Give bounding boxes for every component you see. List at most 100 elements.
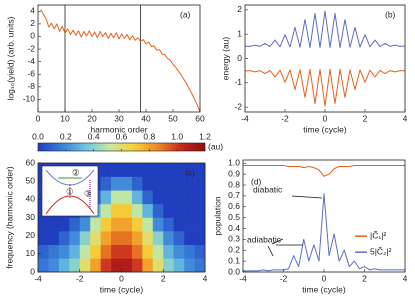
y-tick-label: 2 xyxy=(30,18,35,28)
x-tick-label: 40 xyxy=(141,113,151,123)
line-series xyxy=(40,9,201,113)
panel-label: (c) xyxy=(185,167,195,177)
y-tick-label: 1.0 xyxy=(228,158,240,168)
x-tick-label: -4 xyxy=(239,273,247,283)
y-tick-label: 40 xyxy=(26,194,36,204)
heatmap-cell xyxy=(194,176,206,191)
x-tick-label: 0 xyxy=(119,273,124,283)
heatmap-cell xyxy=(58,244,70,259)
colorbar-tick-label: 0.6 xyxy=(116,131,128,141)
line-series xyxy=(244,68,406,107)
x-tick-label: -2 xyxy=(281,113,289,123)
y-tick-label: 0 xyxy=(30,266,35,276)
heatmap-cell xyxy=(121,163,133,177)
heatmap-cell xyxy=(131,163,143,177)
heatmap-cell xyxy=(111,190,122,205)
heatmap-cell xyxy=(38,231,49,246)
heatmap-cell xyxy=(163,217,174,232)
heatmap-cell xyxy=(100,163,112,177)
y-tick-label: -1 xyxy=(234,77,242,87)
heatmap-cell xyxy=(48,244,60,259)
heatmap-cell xyxy=(184,176,195,191)
x-tick-label: 4 xyxy=(203,273,208,283)
colorbar-tick-label: 0.4 xyxy=(88,131,100,141)
y-tick-label: 0 xyxy=(30,31,35,41)
heatmap-cell xyxy=(100,231,112,246)
heatmap-cell xyxy=(184,244,195,259)
arrow xyxy=(271,238,284,245)
heatmap-cell xyxy=(152,163,164,177)
heatmap-cell xyxy=(152,217,164,232)
heatmap-cell xyxy=(184,217,195,232)
heatmap-cell xyxy=(90,258,101,273)
y-tick-label: -10 xyxy=(23,94,36,104)
heatmap-cell xyxy=(38,217,49,232)
heatmap-cell xyxy=(173,176,185,191)
y-axis-title: population xyxy=(212,196,222,236)
heatmap-cell xyxy=(173,190,185,205)
heatmap-cell xyxy=(131,203,143,218)
heatmap-cell xyxy=(152,258,164,273)
x-tick-label: 20 xyxy=(87,113,97,123)
panel-label: (d) xyxy=(251,176,262,186)
y-tick-label: 4 xyxy=(30,6,35,16)
heatmap-cell xyxy=(163,203,174,218)
y-tick-label: 60 xyxy=(26,157,36,167)
heatmap-cell xyxy=(163,244,174,259)
heatmap-cell xyxy=(38,244,49,259)
x-axis-title: time (cycle) xyxy=(100,284,144,294)
heatmap-cell xyxy=(163,176,174,191)
heatmap-cell xyxy=(121,190,133,205)
y-tick-label: 2 xyxy=(237,4,242,14)
plot-frame xyxy=(244,4,406,113)
y-tick-label: 0.6 xyxy=(228,201,240,211)
heatmap-cell xyxy=(142,244,154,259)
colorbar-tick-label: 1.0 xyxy=(171,131,183,141)
heatmap-cell xyxy=(48,231,60,246)
legend-label: |C̃₁|² xyxy=(370,230,386,240)
heatmap-cell xyxy=(142,231,154,246)
y-tick-label: -2 xyxy=(234,101,242,111)
heatmap-cell xyxy=(121,244,133,259)
heatmap-cell xyxy=(152,176,164,191)
heatmap-cell xyxy=(111,176,122,191)
heatmap-cell xyxy=(100,203,112,218)
panel-label: (a) xyxy=(180,9,191,19)
x-tick-label: 10 xyxy=(60,113,70,123)
heatmap-cell xyxy=(111,217,122,232)
line-series xyxy=(244,10,406,49)
heatmap-cell xyxy=(79,244,91,259)
heatmap-cell xyxy=(131,244,143,259)
heatmap-cell xyxy=(90,231,101,246)
inset-label: ② xyxy=(72,167,80,177)
y-tick-label: -6 xyxy=(27,68,35,78)
y-tick-label: 20 xyxy=(26,230,36,240)
heatmap-cell xyxy=(58,258,70,273)
y-tick-label: 1 xyxy=(237,28,242,38)
heatmap-cell xyxy=(194,163,206,177)
heatmap-cell xyxy=(184,231,195,246)
heatmap-cell xyxy=(79,217,91,232)
y-axis-title: energy (au) xyxy=(220,37,230,81)
heatmap-cell xyxy=(100,217,112,232)
heatmap-cell xyxy=(194,258,206,273)
heatmap-cell xyxy=(163,190,174,205)
y-tick-label: 10 xyxy=(26,248,36,258)
y-tick-label: 30 xyxy=(26,212,36,222)
heatmap-cell xyxy=(163,163,174,177)
x-axis-title: harmonic order xyxy=(90,124,147,134)
heatmap-cell xyxy=(131,231,143,246)
y-tick-label: -2 xyxy=(27,43,35,53)
y-tick-label: 0.8 xyxy=(228,179,240,189)
heatmap-cell xyxy=(152,231,164,246)
heatmap-cell xyxy=(79,231,91,246)
y-tick-label: 0.2 xyxy=(228,245,240,255)
heatmap-cell xyxy=(79,258,91,273)
y-tick-label: -4 xyxy=(27,56,35,66)
x-tick-label: 4 xyxy=(403,273,408,283)
y-tick-label: -8 xyxy=(27,81,35,91)
colorbar-tick-label: 0.0 xyxy=(32,131,44,141)
heatmap-cell xyxy=(184,258,195,273)
y-tick-label: 0 xyxy=(237,53,242,63)
